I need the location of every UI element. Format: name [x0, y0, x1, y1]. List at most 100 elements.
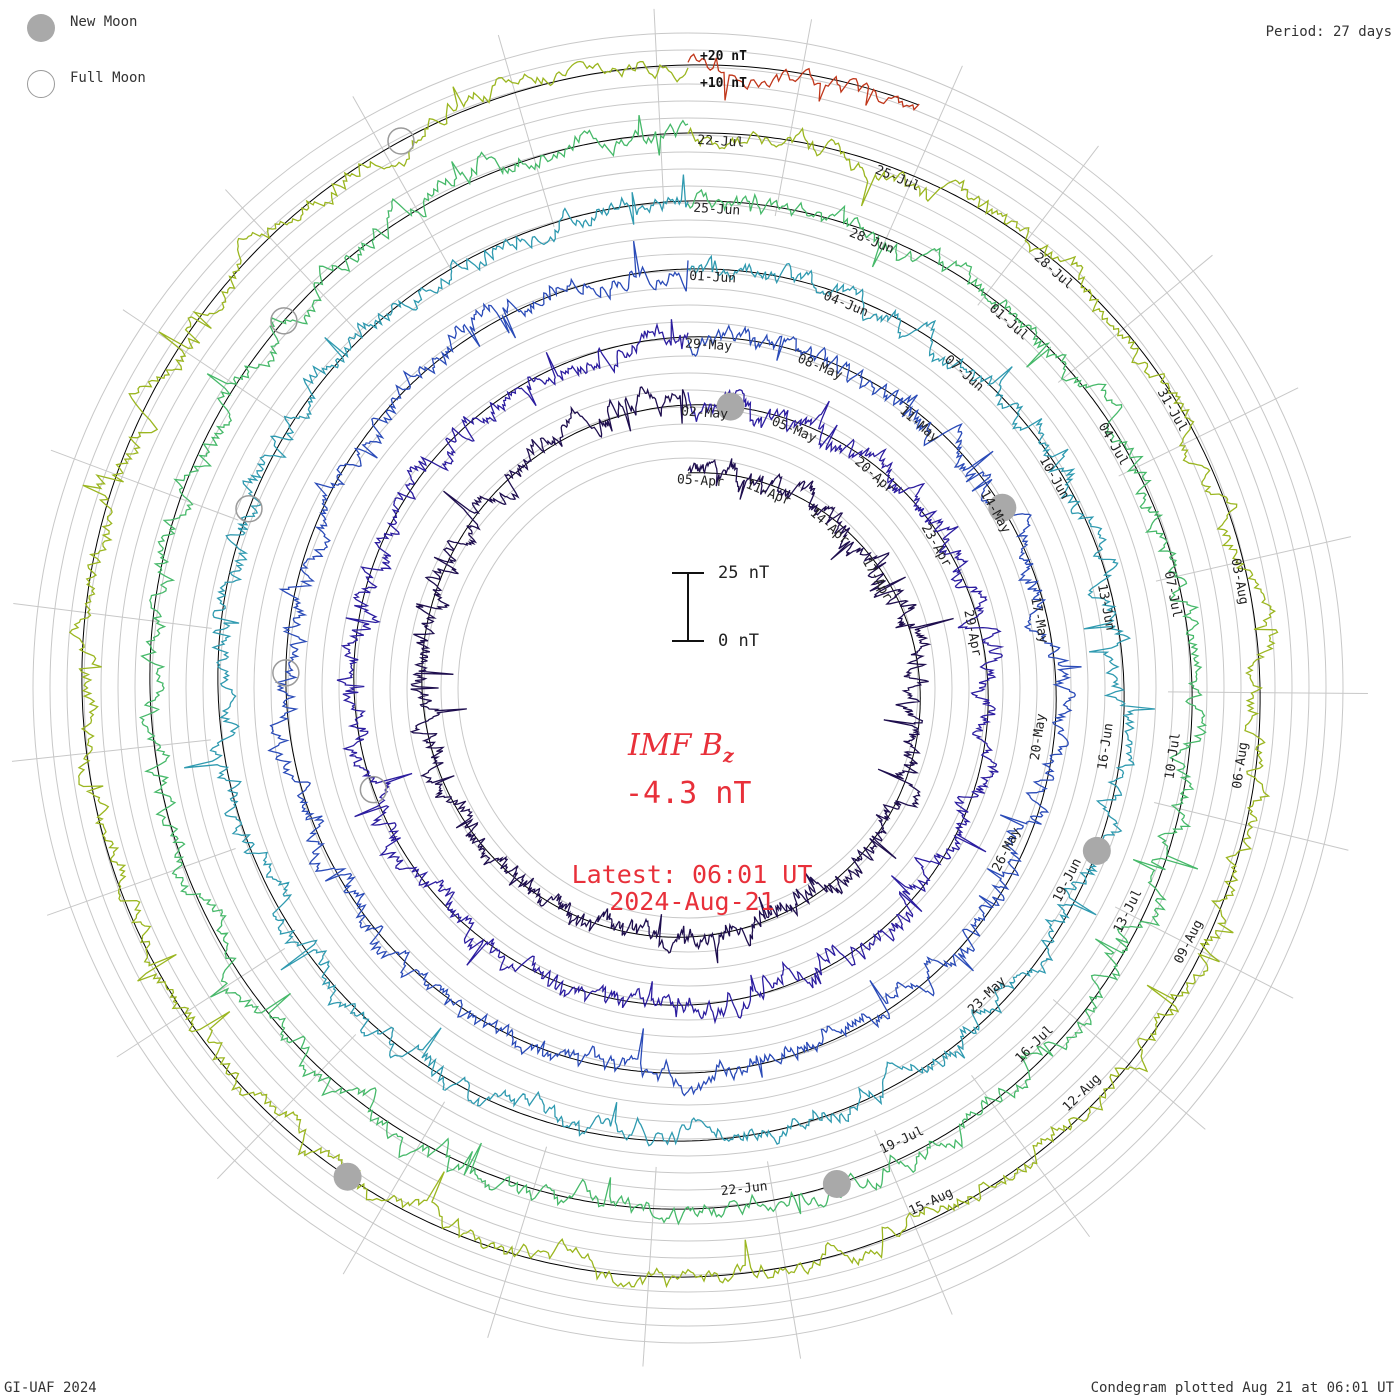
- trace-cycle-2: [336, 319, 1005, 1025]
- date-label: 28-Jul: [1031, 250, 1076, 292]
- radial-spoke: [774, 19, 813, 217]
- grid-ring: [49, 49, 1327, 1327]
- radial-spoke: [971, 1075, 1090, 1238]
- date-label: 25-Jul: [873, 163, 922, 195]
- grid-ring: [253, 253, 1123, 1123]
- grid-ring: [287, 287, 1089, 1089]
- baseline-cycle-6: [81, 64, 1261, 1278]
- radial-spoke: [116, 948, 286, 1058]
- radial-spoke: [977, 145, 1099, 306]
- grid-ring: [457, 457, 919, 919]
- full-moon-marker: [387, 127, 415, 155]
- grid-ring: [236, 236, 1140, 1140]
- date-label: 05-Apr: [677, 472, 725, 490]
- radial-spoke: [497, 34, 555, 228]
- date-label: 02-May: [681, 404, 729, 422]
- radial-spoke: [487, 1146, 548, 1338]
- bz-traces: [68, 53, 1279, 1289]
- date-label: 22-Jun: [720, 1179, 768, 1199]
- date-label: 10-Jun: [1036, 454, 1072, 502]
- date-label: 28-Jun: [847, 226, 896, 258]
- new-moon-marker: [1082, 836, 1111, 865]
- radial-spoke: [50, 449, 239, 521]
- date-label: 01-Jul: [986, 301, 1031, 343]
- grid-ring: [100, 100, 1276, 1276]
- current-value: -4.3 nT: [625, 776, 752, 811]
- full-moon-marker: [272, 659, 300, 687]
- radial-spoke: [1057, 254, 1213, 383]
- date-label: 20-May: [1028, 713, 1049, 762]
- radial-spoke: [225, 189, 362, 337]
- grid-ring: [185, 185, 1191, 1191]
- date-label: 01-Jun: [689, 269, 737, 287]
- footer-plotted: Condegram plotted Aug 21 at 06:01 UT: [1090, 1380, 1394, 1396]
- radial-spoke: [216, 1034, 357, 1180]
- trace-cycle-1: [409, 386, 954, 964]
- grid-ring: [321, 321, 1055, 1055]
- period-label: Period: 27 days: [1265, 24, 1392, 40]
- radial-spoke: [1155, 536, 1352, 582]
- full-moon-marker: [359, 775, 388, 804]
- radial-spoke: [881, 65, 963, 250]
- latest-time: Latest: 06:01 UT: [571, 860, 813, 889]
- baseline-cycle-4: [217, 200, 1125, 1142]
- date-label: 29-May: [685, 337, 733, 355]
- trace-cycle-4: [184, 174, 1155, 1147]
- full-moon-legend-icon: [27, 70, 55, 98]
- radial-spoke: [122, 309, 290, 422]
- new-moon-legend-label: New Moon: [70, 14, 138, 30]
- date-label: 09-Aug: [1172, 918, 1207, 967]
- date-label: 07-Jun: [941, 352, 986, 394]
- trace-cycle-7: [687, 53, 920, 112]
- grid-ring: [389, 389, 987, 987]
- radial-spoke: [653, 8, 665, 209]
- grid-ring: [66, 66, 1310, 1310]
- radial-spoke: [352, 96, 452, 271]
- ring-grid: [32, 32, 1344, 1344]
- date-label: 25-Jun: [693, 201, 741, 219]
- grid-ring: [151, 151, 1225, 1225]
- new-moon-marker: [988, 493, 1017, 522]
- radial-spokes: [11, 8, 1368, 1367]
- new-moon-marker: [716, 392, 745, 421]
- grid-ring: [304, 304, 1072, 1072]
- new-moon-marker: [822, 1169, 851, 1198]
- scale-bar-bottom-label: 0 nT: [718, 631, 759, 651]
- date-label: 06-Aug: [1230, 741, 1251, 790]
- baseline-cycle-5: [149, 132, 1193, 1210]
- trace-cycle-6: [68, 60, 1279, 1289]
- radial-spoke: [766, 1161, 802, 1359]
- full-moon-marker: [235, 495, 263, 523]
- date-label: 11-May: [896, 404, 941, 446]
- ring-label-plus10: +10 nT: [700, 76, 747, 91]
- radial-spoke: [1167, 691, 1368, 695]
- latest-date: 2024-Aug-21: [609, 887, 775, 916]
- grid-ring: [406, 406, 970, 970]
- parameter-prefix: IMF B: [628, 728, 723, 763]
- trace-cycle-5: [138, 114, 1208, 1226]
- grid-ring: [117, 117, 1259, 1259]
- date-label: 16-Jun: [1095, 722, 1116, 771]
- baseline-cycle-1: [421, 404, 921, 938]
- scale-bar: [672, 572, 704, 642]
- new-moon-marker: [333, 1162, 362, 1191]
- radial-spoke: [11, 739, 211, 762]
- grid-ring: [134, 134, 1242, 1242]
- radial-spoke: [874, 1130, 953, 1315]
- radial-spoke: [642, 1166, 657, 1367]
- grid-ring: [32, 32, 1344, 1344]
- date-label: 22-Jul: [697, 133, 745, 151]
- parameter-title: IMF Bz: [628, 728, 734, 767]
- full-moon-marker: [270, 307, 298, 335]
- date-label: 10-Jul: [1163, 732, 1184, 781]
- radial-spoke: [46, 848, 236, 916]
- grid-ring: [83, 83, 1293, 1293]
- grid-ring: [219, 219, 1157, 1157]
- new-moon-legend-icon: [27, 14, 55, 42]
- footer-credit: GI-UAF 2024: [4, 1380, 97, 1396]
- baseline-cycle-7: [687, 64, 918, 106]
- date-label: 20-Apr: [852, 455, 897, 497]
- ring-label-plus20: +20 nT: [700, 49, 747, 64]
- radial-spoke: [13, 603, 212, 629]
